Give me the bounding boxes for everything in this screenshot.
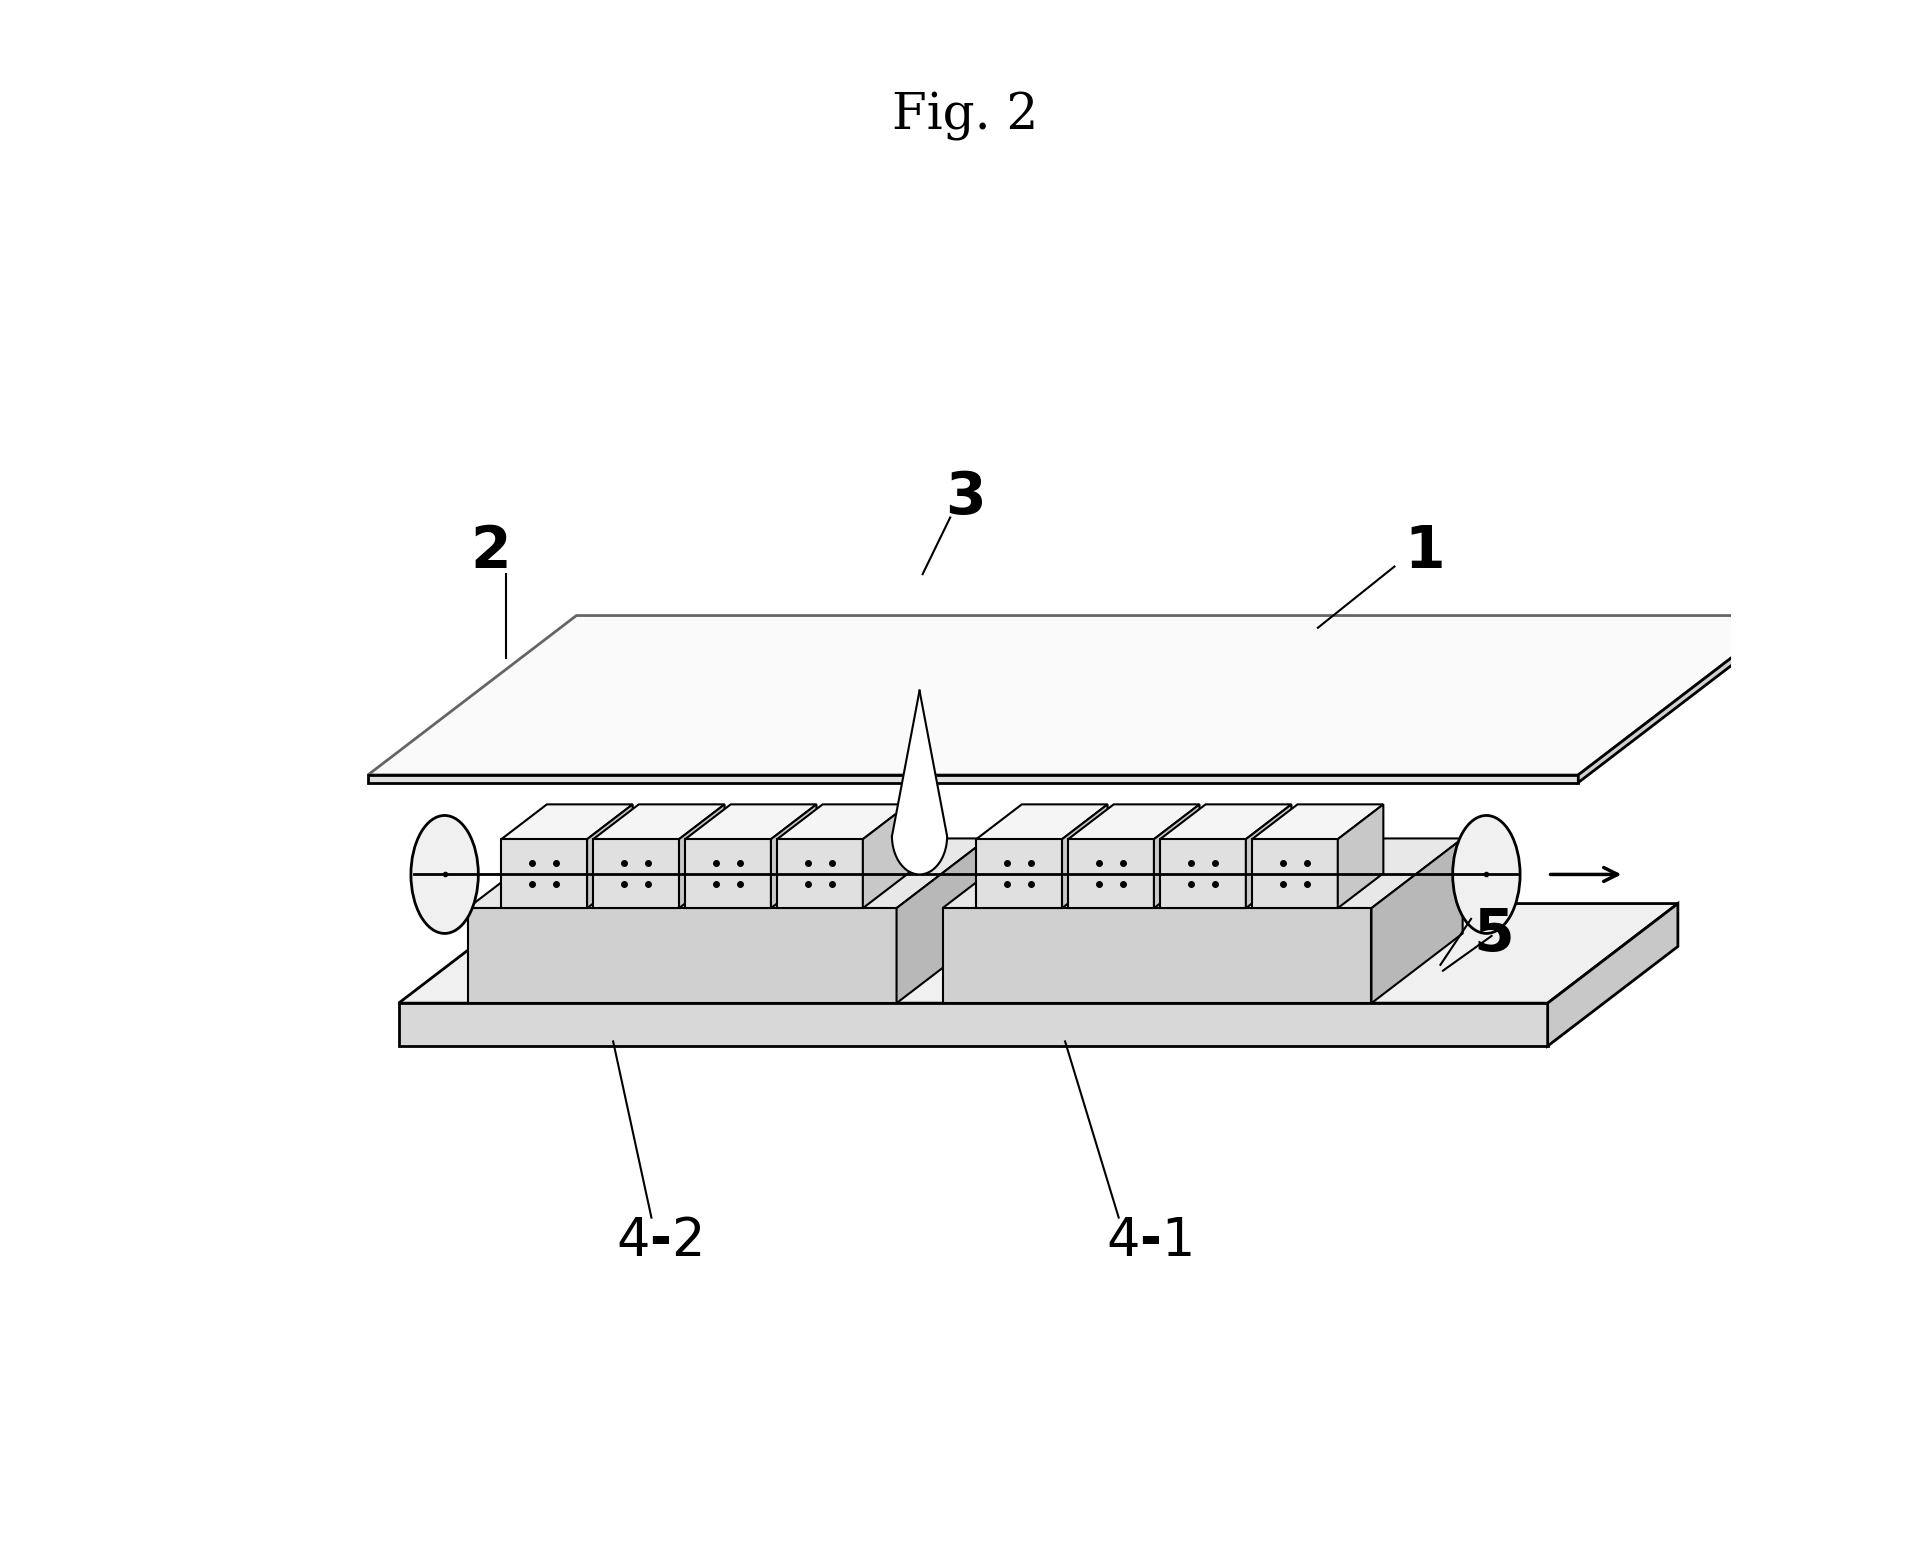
Polygon shape [593, 804, 724, 839]
Ellipse shape [411, 815, 479, 934]
Polygon shape [1160, 839, 1245, 908]
Polygon shape [1577, 615, 1785, 783]
Polygon shape [1251, 839, 1337, 908]
Polygon shape [863, 804, 907, 908]
Polygon shape [369, 775, 1577, 783]
Polygon shape [1062, 804, 1108, 908]
Polygon shape [502, 839, 587, 908]
Polygon shape [679, 804, 724, 908]
Polygon shape [1245, 804, 1291, 908]
Polygon shape [467, 839, 988, 908]
Polygon shape [398, 1003, 1546, 1047]
Text: 2: 2 [471, 523, 511, 580]
Polygon shape [1160, 804, 1291, 839]
Polygon shape [892, 690, 946, 875]
Polygon shape [1067, 804, 1199, 839]
Polygon shape [977, 804, 1108, 839]
Text: 5: 5 [1473, 906, 1513, 962]
Text: Fig. 2: Fig. 2 [892, 92, 1038, 141]
Polygon shape [942, 839, 1461, 908]
Polygon shape [1251, 804, 1382, 839]
Polygon shape [1067, 839, 1154, 908]
Text: $4$-$1$: $4$-$1$ [1106, 1215, 1191, 1267]
Polygon shape [942, 908, 1370, 1003]
Polygon shape [502, 804, 633, 839]
Text: 3: 3 [944, 469, 986, 526]
Text: 1: 1 [1403, 523, 1446, 580]
Polygon shape [776, 839, 863, 908]
Polygon shape [587, 804, 633, 908]
Ellipse shape [1451, 815, 1519, 934]
Polygon shape [1546, 903, 1677, 1047]
Polygon shape [977, 839, 1062, 908]
Polygon shape [776, 804, 907, 839]
Polygon shape [1370, 839, 1461, 1003]
Polygon shape [467, 908, 896, 1003]
Polygon shape [369, 615, 1785, 775]
Polygon shape [1154, 804, 1199, 908]
Polygon shape [685, 804, 816, 839]
Polygon shape [770, 804, 816, 908]
Polygon shape [896, 839, 988, 1003]
Polygon shape [593, 839, 679, 908]
Polygon shape [398, 903, 1677, 1003]
Polygon shape [685, 839, 770, 908]
Text: $4$-$2$: $4$-$2$ [616, 1215, 701, 1267]
Polygon shape [1337, 804, 1382, 908]
